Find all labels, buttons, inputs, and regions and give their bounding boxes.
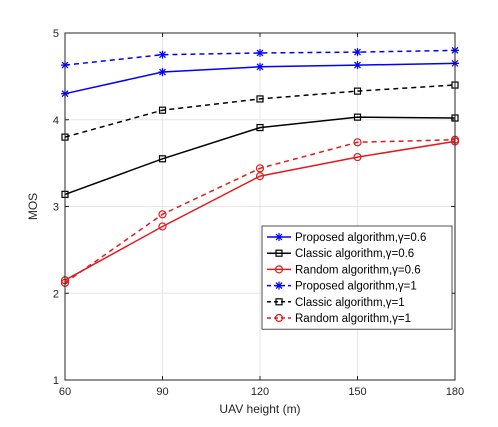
x-tick-label: 60 — [59, 386, 71, 398]
y-tick-label: 4 — [53, 115, 59, 127]
series-line — [64, 138, 456, 284]
series-line — [64, 140, 456, 281]
y-tick-label: 2 — [53, 288, 59, 300]
data-point — [256, 95, 264, 103]
y-tick-label: 5 — [53, 28, 59, 40]
legend-marker — [275, 281, 283, 290]
legend: Proposed algorithm,γ=0.6 Classic algorith… — [261, 225, 453, 330]
x-tick-label: 180 — [446, 386, 464, 398]
series-line — [64, 84, 456, 138]
data-point — [353, 48, 362, 57]
legend-label: Classic algorithm,γ=1 — [295, 297, 405, 309]
legend-label: Proposed algorithm,γ=0.6 — [295, 232, 426, 244]
data-point — [158, 50, 167, 59]
series-group — [60, 46, 460, 287]
y-axis-label: MOS — [26, 193, 40, 220]
legend-item: Random algorithm,γ=0.6 — [267, 264, 421, 276]
data-point — [158, 210, 167, 219]
data-point — [158, 155, 167, 163]
legend-label: Random algorithm,γ=1 — [295, 313, 411, 325]
legend-marker — [275, 298, 283, 306]
legend-item: Classic algorithm,γ=1 — [267, 297, 405, 309]
series-3 — [60, 137, 460, 285]
legend-item: Random algorithm,γ=1 — [267, 313, 411, 325]
data-point — [256, 123, 264, 132]
data-point — [353, 87, 362, 95]
data-point — [353, 61, 362, 70]
data-point — [353, 113, 362, 121]
legend-item: Proposed algorithm,γ=0.6 — [267, 232, 426, 244]
y-tick-label: 3 — [53, 202, 59, 214]
series-line — [64, 116, 456, 196]
axes-box — [64, 32, 456, 381]
x-axis-label: UAV height (m) — [219, 402, 300, 416]
data-point — [158, 222, 167, 231]
y-tick-label: 1 — [53, 375, 59, 387]
legend-marker — [274, 313, 284, 323]
x-tick-label: 150 — [348, 386, 366, 398]
x-tick-label: 90 — [156, 386, 168, 398]
axes: 60 90 120 150 180 1 2 3 4 5 — [53, 28, 464, 398]
legend-marker — [275, 233, 283, 241]
legend-box — [261, 225, 453, 330]
data-point — [255, 172, 265, 181]
data-point — [256, 62, 264, 71]
data-point — [353, 152, 362, 162]
data-point — [353, 138, 362, 147]
x-tick-label: 120 — [251, 386, 269, 398]
legend-label: Classic algorithm,γ=0.6 — [295, 248, 414, 260]
legend-label: Proposed algorithm,γ=1 — [295, 281, 417, 293]
legend-label: Random algorithm,γ=0.6 — [295, 264, 421, 276]
data-point — [255, 164, 265, 173]
legend-item: Proposed algorithm,γ=1 — [267, 281, 417, 293]
data-point — [256, 48, 264, 57]
series-line — [64, 49, 456, 66]
data-point — [158, 106, 167, 114]
data-point — [158, 68, 167, 77]
legend-marker — [275, 249, 283, 257]
legend-marker — [274, 265, 284, 274]
legend-item: Classic algorithm,γ=0.6 — [267, 248, 414, 260]
